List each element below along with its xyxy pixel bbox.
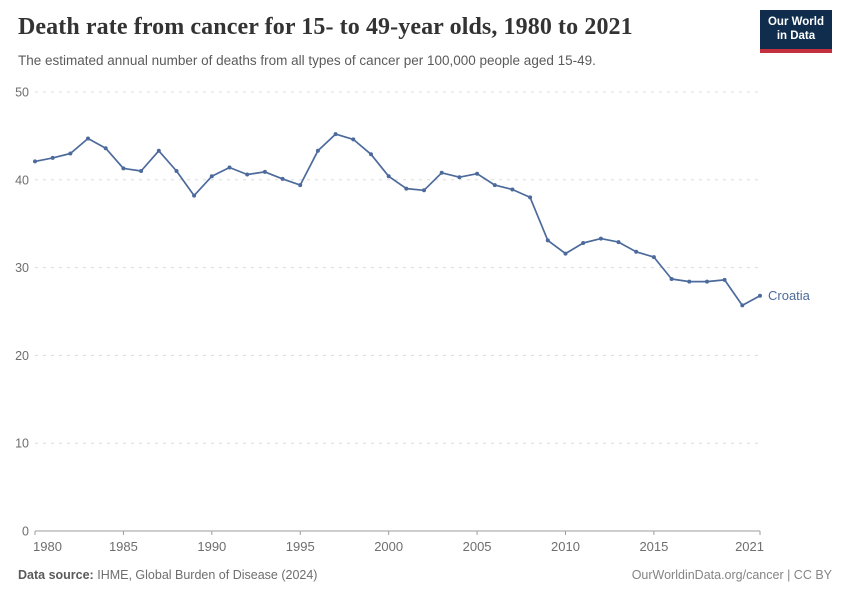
data-point[interactable] bbox=[563, 251, 568, 256]
data-point[interactable] bbox=[351, 137, 356, 142]
data-point[interactable] bbox=[616, 240, 621, 245]
entity-label[interactable]: Croatia bbox=[768, 288, 811, 303]
data-point[interactable] bbox=[634, 249, 639, 254]
y-tick-label: 40 bbox=[15, 173, 29, 187]
data-source-label: Data source: bbox=[18, 568, 94, 582]
data-point[interactable] bbox=[687, 279, 692, 284]
x-tick-label: 1995 bbox=[286, 539, 315, 554]
data-point[interactable] bbox=[227, 165, 232, 170]
data-point[interactable] bbox=[510, 187, 515, 192]
y-tick-label: 0 bbox=[22, 525, 29, 539]
data-point[interactable] bbox=[457, 175, 462, 180]
x-tick-label: 2015 bbox=[639, 539, 668, 554]
data-point[interactable] bbox=[280, 176, 285, 181]
y-tick-label: 20 bbox=[15, 349, 29, 363]
chart-subtitle: The estimated annual number of deaths fr… bbox=[18, 53, 596, 68]
data-point[interactable] bbox=[333, 132, 338, 137]
y-tick-label: 50 bbox=[15, 86, 29, 100]
y-tick-label: 10 bbox=[15, 437, 29, 451]
data-point[interactable] bbox=[103, 146, 108, 151]
data-point[interactable] bbox=[545, 238, 550, 243]
x-tick-label: 1985 bbox=[109, 539, 138, 554]
credit-link[interactable]: OurWorldinData.org/cancer | CC BY bbox=[631, 568, 832, 582]
data-point[interactable] bbox=[722, 277, 727, 282]
data-source: Data source: IHME, Global Burden of Dise… bbox=[18, 568, 317, 582]
data-point[interactable] bbox=[528, 195, 533, 200]
data-point[interactable] bbox=[369, 152, 373, 157]
data-point[interactable] bbox=[598, 236, 603, 241]
data-point[interactable] bbox=[492, 183, 497, 188]
series-line[interactable] bbox=[34, 133, 761, 307]
data-point[interactable] bbox=[315, 148, 320, 153]
owid-logo-text-line1: Our World bbox=[767, 16, 824, 28]
chart-footer: Data source: IHME, Global Burden of Dise… bbox=[18, 568, 832, 582]
data-point[interactable] bbox=[651, 255, 656, 260]
x-tick-label: 2021 bbox=[735, 539, 764, 554]
x-tick-label: 2010 bbox=[551, 539, 580, 554]
data-point[interactable] bbox=[86, 136, 90, 141]
x-tick-label: 1990 bbox=[197, 539, 226, 554]
data-point[interactable] bbox=[758, 293, 762, 298]
owid-logo[interactable]: Our World in Data bbox=[759, 10, 832, 53]
data-point[interactable] bbox=[68, 151, 73, 156]
x-tick-label: 2000 bbox=[374, 539, 403, 554]
data-point[interactable] bbox=[174, 169, 179, 173]
data-point[interactable] bbox=[262, 169, 267, 174]
data-point[interactable] bbox=[669, 277, 674, 281]
data-point[interactable] bbox=[439, 170, 444, 175]
data-point[interactable] bbox=[298, 183, 303, 188]
x-tick-label: 1980 bbox=[33, 539, 62, 554]
y-tick-label: 30 bbox=[15, 261, 29, 275]
data-point[interactable] bbox=[404, 186, 409, 191]
data-point[interactable] bbox=[121, 166, 126, 171]
x-tick-label: 2005 bbox=[463, 539, 492, 554]
chart-title: Death rate from cancer for 15- to 49-yea… bbox=[18, 14, 633, 40]
data-source-value: IHME, Global Burden of Disease (2024) bbox=[97, 568, 318, 582]
data-point[interactable] bbox=[740, 303, 745, 308]
data-point[interactable] bbox=[705, 279, 709, 284]
data-point[interactable] bbox=[50, 155, 55, 160]
data-point[interactable] bbox=[475, 171, 480, 176]
data-point[interactable] bbox=[245, 172, 250, 177]
data-point[interactable] bbox=[581, 241, 586, 245]
data-point[interactable] bbox=[386, 174, 391, 179]
data-point[interactable] bbox=[422, 188, 426, 193]
data-point[interactable] bbox=[139, 169, 144, 173]
data-point[interactable] bbox=[156, 148, 161, 153]
owid-logo-text-line2: in Data bbox=[776, 29, 816, 42]
data-point[interactable] bbox=[33, 159, 37, 164]
data-point[interactable] bbox=[209, 174, 214, 179]
data-point[interactable] bbox=[192, 193, 197, 198]
